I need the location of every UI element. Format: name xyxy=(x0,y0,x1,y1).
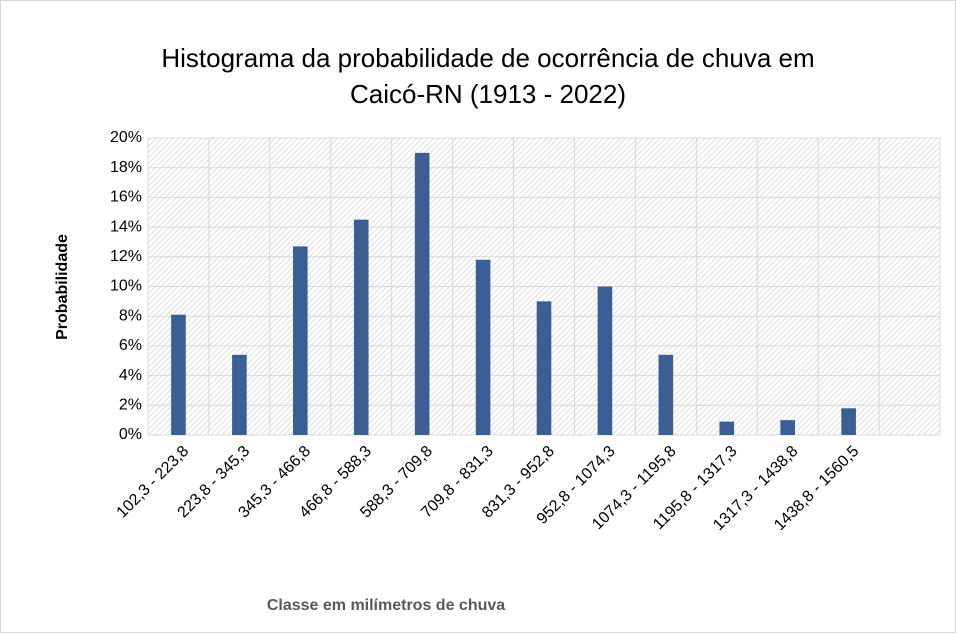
bar xyxy=(475,259,491,435)
y-tick-label: 0% xyxy=(119,426,142,443)
y-tick-label: 2% xyxy=(119,397,142,414)
y-tick-label: 20% xyxy=(110,129,142,146)
y-axis-title: Probabilidade xyxy=(54,234,71,340)
chart-title: Histograma da probabilidade de ocorrênci… xyxy=(161,43,814,73)
bar xyxy=(232,354,247,435)
y-tick-label: 12% xyxy=(110,248,142,265)
y-tick-label: 10% xyxy=(110,278,142,295)
bar xyxy=(597,286,613,435)
bar xyxy=(841,408,856,435)
y-tick-label: 4% xyxy=(119,367,142,384)
x-axis-title: Classe em milímetros de chuva xyxy=(267,597,505,614)
bar xyxy=(414,152,430,435)
chart-title: Caicó-RN (1913 - 2022) xyxy=(350,79,626,109)
bar xyxy=(780,420,796,435)
bar xyxy=(353,219,369,435)
bar xyxy=(536,301,552,435)
bar xyxy=(171,314,186,435)
bar xyxy=(658,354,674,435)
bar xyxy=(292,246,308,435)
y-tick-label: 18% xyxy=(110,159,142,176)
y-tick-label: 6% xyxy=(119,337,142,354)
y-tick-label: 8% xyxy=(119,307,142,324)
bar xyxy=(719,421,735,435)
y-tick-label: 14% xyxy=(110,218,142,235)
y-tick-label: 16% xyxy=(110,189,142,206)
